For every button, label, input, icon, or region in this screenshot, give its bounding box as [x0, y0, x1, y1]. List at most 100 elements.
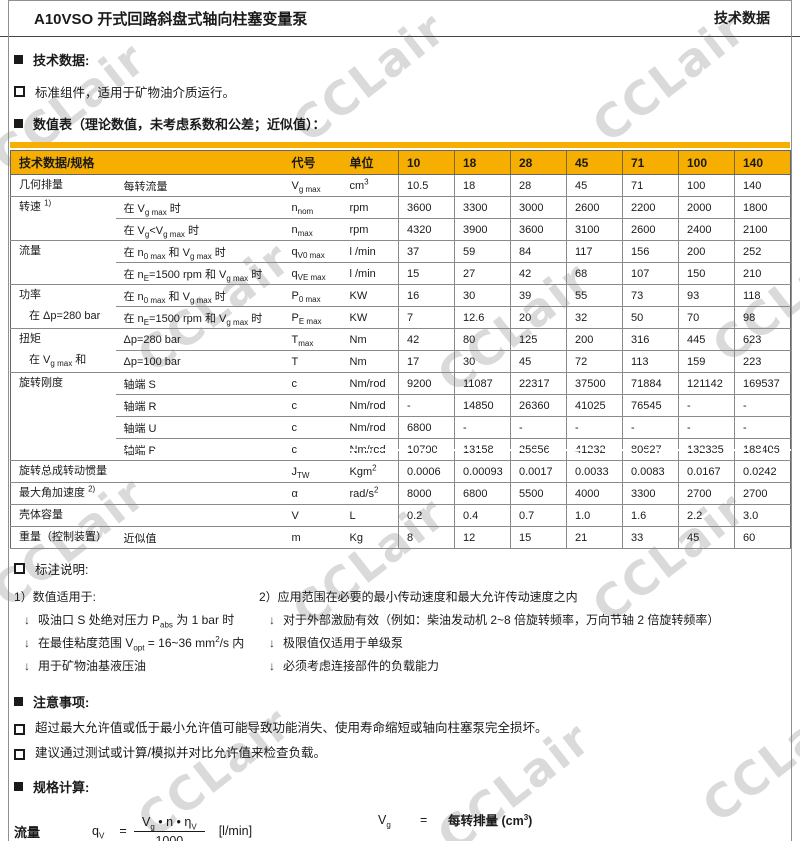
cell-value: 316: [622, 328, 679, 351]
cell-value: 140: [734, 174, 791, 197]
footnote-item: ↓ 对于外部激励有效（例如：柴油发动机 2~8 倍旋转频率，万向节轴 2 倍旋转频…: [269, 613, 790, 628]
cell-unit: KW: [341, 306, 399, 329]
footnote-1-head: 1）数值适用于:: [14, 590, 97, 604]
cell-unit: Nm/rod: [341, 416, 399, 439]
group-label-line: 在 Δp=280 bar: [29, 310, 101, 322]
footnote-2-head: 2）应用范围在必要的最小传动速度和最大允许传动速度之内: [259, 590, 578, 604]
cell-value: 3300: [454, 196, 511, 219]
cell-value: -: [734, 416, 791, 439]
cell-code: α: [283, 482, 342, 505]
equals-sign: =: [420, 840, 448, 841]
cell-value: 2100: [734, 218, 791, 241]
section-tech-data-title: 技术数据:: [33, 53, 90, 68]
cell-value: 22317: [510, 372, 567, 395]
definition-row: Δp=压差 (bar): [378, 833, 790, 841]
filled-square-bullet-icon: [14, 782, 23, 791]
cell-value: 118: [734, 284, 791, 307]
footnotes-title: 标注说明:: [35, 563, 89, 577]
cell-unit: Nm: [341, 350, 399, 373]
footnote-item: ↓ 必须考虑连接部件的负载能力: [269, 659, 790, 674]
table-row: 流量 在 n0 max 和 Vg max 时 qV0 max l /min 37 59 84…: [10, 240, 791, 285]
formula-name: 流量: [14, 824, 41, 840]
col-header: 140: [734, 150, 791, 175]
cell-value: 20: [510, 306, 567, 329]
cell-value: 107: [622, 262, 679, 285]
cell-value: 26360: [510, 394, 567, 417]
definition-symbol: Δp: [378, 840, 420, 841]
col-header: 100: [678, 150, 735, 175]
definition-symbol: Vg: [378, 812, 391, 829]
cell-value: 76545: [622, 394, 679, 417]
col-header: 技术数据/规格: [10, 150, 284, 175]
cell-value: -: [510, 416, 567, 439]
cell-value: 45: [510, 350, 567, 373]
yellow-top-strip: [10, 142, 790, 148]
page-content: 技术数据: 标准组件，适用于矿物油介质运行。 数值表（理论数值，未考虑系数和公差…: [0, 50, 800, 841]
footnote-item-text: 必须考虑连接部件的负载能力: [283, 659, 440, 673]
cell-code: PE max: [283, 306, 342, 329]
cell-value: 200: [678, 240, 735, 263]
cell-value: 45: [566, 174, 623, 197]
cell-value: 71: [622, 174, 679, 197]
table-row: 在 nE=1500 rpm 和 Vg max 时 PE max KW 7 12.6 20 3…: [11, 306, 791, 329]
cell-value: 37500: [566, 372, 623, 395]
cell-value: 2700: [678, 482, 735, 505]
table-row: 壳体容量 V L 0.2 0.4 0.7 1.0 1.6 2.2 3.0: [10, 504, 791, 527]
cell-value: 200: [566, 328, 623, 351]
cell-value: 30: [454, 284, 511, 307]
cell-value: 17: [398, 350, 455, 373]
cell-value: 15: [510, 526, 567, 549]
cell-condition: 在 Vg<Vg max 时: [115, 218, 284, 241]
cell-value: 84: [510, 240, 567, 263]
down-arrow-bullet-icon: ↓: [24, 613, 30, 627]
cell-code: T: [283, 350, 342, 373]
equals-sign: =: [420, 812, 428, 827]
cell-value: 125: [510, 328, 567, 351]
table-row: 在 Vg<Vg max 时 nmax rpm 4320 3900 3600 3100 2600…: [11, 218, 791, 241]
cell-value: 0.0006: [398, 460, 455, 483]
cell-value: 55: [566, 284, 623, 307]
cell-value: 9200: [398, 372, 455, 395]
cell-group-label: 重量（控制装置）: [10, 526, 116, 549]
cell-value: 11087: [454, 372, 511, 395]
group-label-line: 旋转总成转动惯量: [19, 465, 107, 477]
cell-value: 21: [566, 526, 623, 549]
cell-value: 0.2: [398, 504, 455, 527]
footnotes-header: 标注说明:: [14, 559, 786, 578]
table-row: Δp=100 bar T Nm 17 30 45 72 113 159 223: [11, 350, 791, 373]
cell-value: 70: [678, 306, 735, 329]
cell-condition: 在 nE=1500 rpm 和 Vg max 时: [115, 262, 284, 285]
col-header: 代号: [283, 150, 342, 175]
footnote-item: ↓ 极限值仅适用于单级泵: [269, 636, 790, 651]
cell-value: 28: [510, 174, 567, 197]
section-value-table: 数值表（理论数值，未考虑系数和公差；近似值）：: [14, 114, 786, 133]
cell-value: 2000: [678, 196, 735, 219]
col-header: 单位: [341, 150, 399, 175]
cell-code: Vg max: [283, 174, 342, 197]
cell-unit: Nm: [341, 328, 399, 351]
table-row: 在 nE=1500 rpm 和 Vg max 时 qVE max l /min 15 2…: [11, 262, 791, 285]
cell-group-label: 流量: [10, 240, 116, 285]
cell-value: 30: [454, 350, 511, 373]
open-square-bullet-icon: [14, 86, 25, 97]
cell-value: 60: [734, 526, 791, 549]
col-header: 18: [454, 150, 511, 175]
cell-value: 12: [454, 526, 511, 549]
cell-value: 72: [566, 350, 623, 373]
equals-sign: =: [119, 824, 127, 838]
footnote-1-items: ↓ 吸油口 S 处绝对压力 Pabs 为 1 bar 时 ↓ 在最佳粘度范围 Vopt…: [10, 613, 255, 674]
cell-value: -: [398, 394, 455, 417]
cell-group-label: 最大角加速度 2): [10, 482, 284, 505]
cell-value: 113: [622, 350, 679, 373]
cell-code: nmax: [283, 218, 342, 241]
cell-value: 18: [454, 174, 511, 197]
footnote-item-text: 用于矿物油基液压油: [38, 659, 147, 673]
cell-unit: Nm/rod: [341, 372, 399, 395]
group-label-line: 扭矩: [19, 333, 41, 345]
formula-unit: [l/min]: [218, 824, 253, 838]
fraction-denominator: 1000: [155, 834, 184, 841]
col-header: 71: [622, 150, 679, 175]
